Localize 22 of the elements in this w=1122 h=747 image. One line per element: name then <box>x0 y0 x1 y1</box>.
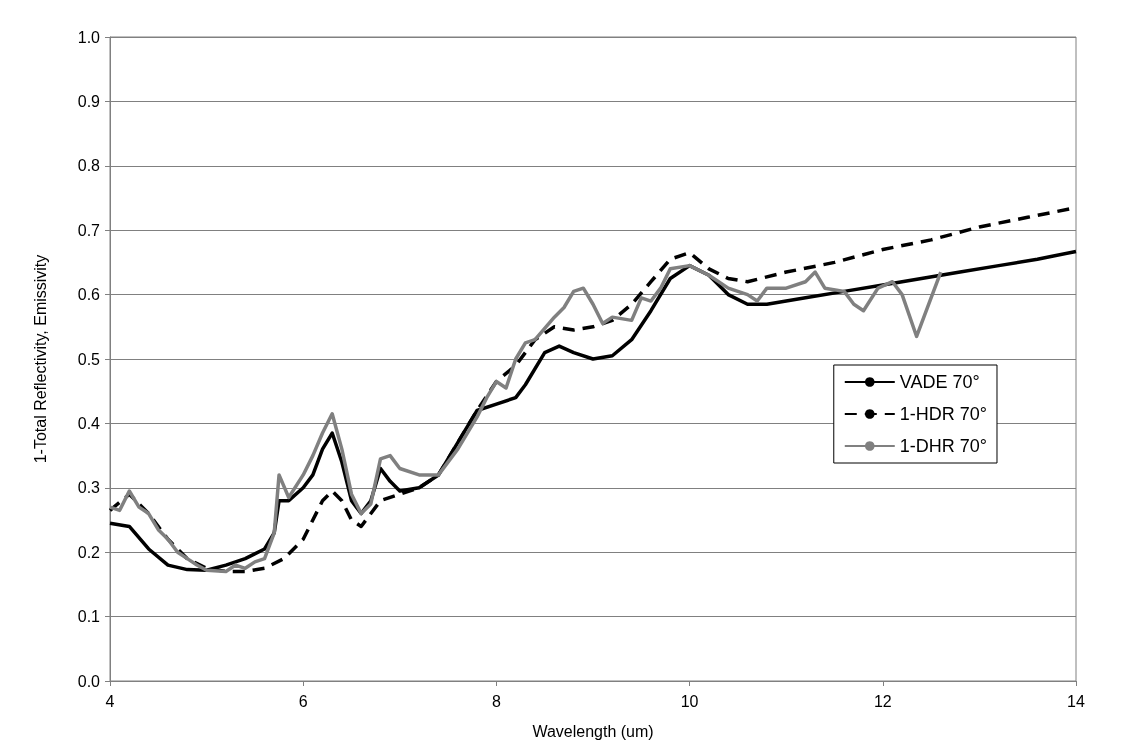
x-tick-label: 8 <box>491 692 501 710</box>
x-tick-label: 12 <box>873 692 892 710</box>
y-tick-label: 0.4 <box>77 414 101 432</box>
x-tick-label: 6 <box>298 692 308 710</box>
legend-label: VADE 70° <box>899 372 980 392</box>
y-tick-label: 0.8 <box>77 157 101 175</box>
y-tick-label: 0.7 <box>77 221 101 239</box>
legend-label: 1-DHR 70° <box>899 436 988 456</box>
y-tick-label: 0.3 <box>77 479 101 497</box>
y-tick-label: 0.1 <box>77 608 101 626</box>
y-axis-title: 1-Total Reflectivity, Emissivity <box>31 254 49 464</box>
y-tick-label: 1.0 <box>77 28 101 46</box>
y-tick-label: 0.0 <box>77 672 101 690</box>
x-tick-label: 10 <box>680 692 699 710</box>
y-tick-label: 0.9 <box>77 92 101 110</box>
y-tick-label: 0.6 <box>77 286 101 304</box>
legend-label: 1-HDR 70° <box>899 404 988 424</box>
x-tick-label: 4 <box>105 692 115 710</box>
x-tick-label: 14 <box>1067 692 1085 710</box>
y-tick-label: 0.2 <box>77 543 101 561</box>
y-tick-label: 0.5 <box>77 350 101 368</box>
x-axis-title: Wavelength (um) <box>532 722 654 740</box>
